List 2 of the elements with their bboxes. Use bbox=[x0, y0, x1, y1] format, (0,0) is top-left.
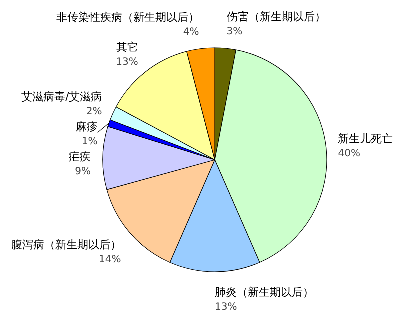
slice-label: 麻疹 bbox=[76, 120, 98, 134]
data-label: 1% bbox=[82, 136, 98, 148]
